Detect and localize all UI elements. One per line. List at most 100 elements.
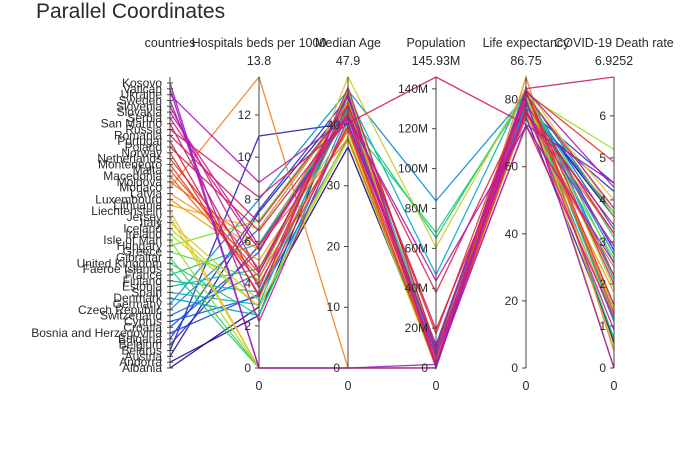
axis-covid-19-death-rate: COVID-19 Death rate 6.9252 00 1 2 3 4 5 6 [554,36,674,393]
data-line-kosovo [169,82,615,369]
category-label: Malta [133,163,163,177]
tick-label: 2 [599,277,606,291]
category-label: United Kingdom [77,256,162,270]
category-label: Latvia [130,187,162,201]
category-label: Ireland [125,227,162,241]
axis-max-label: 86.75 [510,54,541,68]
category-label: San Marino [101,117,163,131]
axis-max-label: 145.93M [412,54,461,68]
category-label: Luxembourg [95,192,162,206]
category-label: Moldova [117,175,163,189]
axis-title: COVID-19 Death rate [554,36,674,50]
axis-title: Population [406,36,465,50]
category-label: Croatia [123,320,162,334]
category-label: Bulgaria [118,332,162,346]
tick-label: 0 [421,361,428,375]
tick-label: 6 [244,234,251,248]
category-label: Hungary [117,239,162,253]
tick-label: 0 [511,361,518,375]
category-label: Finland [123,274,162,288]
category-label: Montenegro [98,157,162,171]
axis-max-label: 6.9252 [595,54,633,68]
category-label: Poland [125,140,162,154]
tick-label: 3 [599,235,606,249]
axis-median-age: Median Age 47.9 00 10 20 30 40 [315,36,381,393]
data-line-united-kingdom [169,94,615,317]
axis-min-label: 0 [523,379,530,393]
data-line-russia [169,76,615,318]
tick-label: 40 [505,227,519,241]
tick-label: 100M [398,162,428,176]
axis-life-expectancy: Life expectancy 86.75 00 20 40 60 80 [483,36,571,393]
category-label: Netherlands [97,152,162,166]
category-label: Italy [140,216,162,230]
category-label: Austria [125,349,163,363]
chart-title: Parallel Coordinates [36,0,226,23]
data-line-moldova [169,125,615,362]
category-label: Bosnia and Herzegovina [31,326,162,340]
axis-title: Median Age [315,36,381,50]
category-label: Vatican [123,82,162,96]
category-label: Spain [131,285,162,299]
tick-label: 5 [599,151,606,165]
tick-label: 60 [505,160,519,174]
data-lines [169,74,615,371]
category-label: Greece [123,245,163,259]
category-label: Monaco [119,181,162,195]
axis-min-label: 0 [433,379,440,393]
axis-max-label: 13.8 [247,54,271,68]
category-label: Belarus [121,344,162,358]
tick-label: 4 [244,277,251,291]
tick-label: 40 [327,118,341,132]
data-line-ukraine [169,94,615,283]
tick-label: 30 [327,179,341,193]
data-line-romania [169,104,615,332]
category-label: Andorra [119,355,162,369]
data-line-italy [169,75,615,302]
category-label: Jersey [127,210,162,224]
axes: countries AlbaniaAndorraAustriaBelarusBel… [31,36,674,393]
tick-label: 80M [405,201,428,215]
data-line-hungary [169,103,615,351]
axis-min-label: 0 [345,379,352,393]
category-label: Denmark [113,291,163,305]
category-label: Lithuania [113,198,162,212]
axis-countries: countries AlbaniaAndorraAustriaBelarusBel… [31,36,195,375]
axis-title: Hospitals beds per 1000 [192,36,327,50]
axis-population: Population 145.93M 00 20M 40M 60M 80M 100M 120M 1… [398,36,466,393]
tick-label: 2 [244,319,251,333]
tick-label: 80 [505,93,519,107]
tick-label: 1 [599,319,606,333]
category-label: Faeroe Islands [83,262,162,276]
category-label: Norway [121,146,162,160]
axis-max-label: 47.9 [336,54,360,68]
axis-hospitals-beds-per-1000: Hospitals beds per 1000 13.8 00 2 4 6 8 10 12 [192,36,327,393]
category-label: Portugal [117,134,162,148]
category-label: Russia [125,123,162,137]
category-label: Kosovo [122,76,162,90]
category-label: Gibraltar [116,250,162,264]
tick-label: 10 [238,150,252,164]
category-label: Slovenia [116,99,162,113]
category-label: Macedonia [103,169,162,183]
tick-label: 12 [238,108,252,122]
tick-label: 20M [405,321,428,335]
tick-label: 10 [327,300,341,314]
category-label: Albania [122,361,162,375]
tick-label: 6 [599,109,606,123]
tick-label: 0 [599,361,606,375]
tick-label: 20 [505,294,519,308]
tick-label: 60M [405,241,428,255]
category-label: Iceland [123,221,162,235]
category-label: Germany [113,297,162,311]
data-line-slovenia [169,93,615,366]
tick-label: 8 [244,192,251,206]
category-label: Estonia [122,280,162,294]
tick-label: 20 [327,239,341,253]
category-label: Belgium [119,338,162,352]
data-line-montenegro [169,108,615,369]
category-label: Ukraine [121,88,163,102]
axis-min-label: 0 [611,379,618,393]
